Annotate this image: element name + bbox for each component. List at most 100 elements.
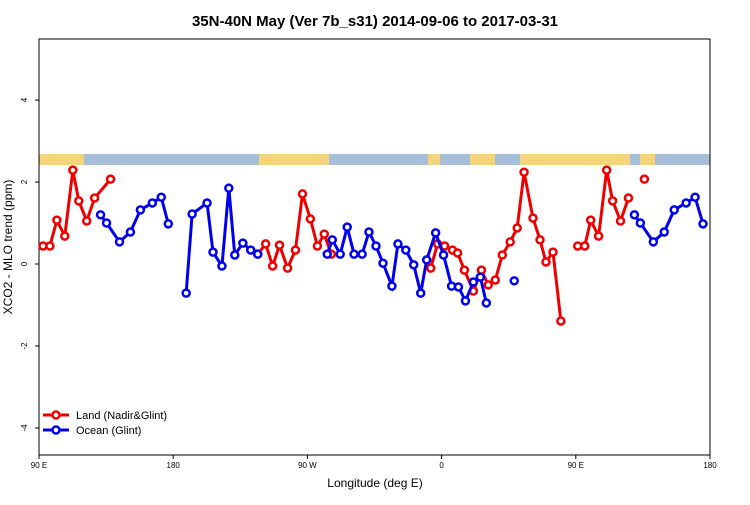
point [125,227,136,237]
point [415,288,426,298]
legend-label: Land (Nadir&Glint) [76,410,167,422]
point [497,250,508,260]
x-tick-label: 90 W [298,461,317,470]
point [408,260,419,270]
x-tick-label: 90 E [568,461,584,470]
point [114,237,125,247]
point [452,248,463,258]
point [252,249,263,259]
x-tick-label: 90 E [31,461,47,470]
point [224,183,234,193]
point [483,280,494,290]
point [156,192,167,202]
point [681,198,691,208]
point [460,296,471,306]
point [312,241,323,251]
point [639,174,650,184]
point [505,237,515,247]
point [74,196,84,206]
point [378,258,388,268]
point [274,240,285,250]
point [623,193,634,203]
y-tick-label: -2 [20,342,29,350]
point [468,277,479,287]
point [512,223,522,233]
point [519,167,529,177]
point [541,257,551,267]
point [290,245,301,255]
point [282,263,293,273]
point [481,298,492,308]
point [387,281,397,291]
point [45,241,55,251]
y-tick-label: 0 [20,261,29,266]
point [101,218,112,228]
point [208,247,218,257]
land-ocean-strip [39,154,710,165]
point [230,250,240,260]
point [535,235,545,245]
point [669,205,679,215]
point [607,196,618,206]
y-axis-label: XCO2 - MLO trend (ppm) [1,180,15,315]
point [267,261,278,271]
point [349,249,359,259]
point [425,263,436,273]
point [438,250,449,260]
point [105,174,116,184]
point [297,189,308,199]
point [60,231,70,241]
point [393,239,403,249]
point [342,222,352,232]
point [490,275,501,285]
point [319,229,329,239]
point [335,249,345,259]
point [585,215,596,225]
point [475,272,486,282]
x-axis-label: Longitude (deg E) [327,476,422,490]
point [364,227,374,237]
point [147,198,158,208]
point [509,276,519,286]
point [421,255,432,265]
point [217,261,227,271]
point [629,210,640,220]
point [81,216,92,226]
point [322,249,332,259]
point [459,265,470,275]
point [601,165,612,175]
x-tick-label: 0 [439,461,444,470]
legend-label: Ocean (Glint) [76,425,141,437]
legend-marker [51,410,61,420]
point [648,237,659,247]
point [659,227,669,237]
y-tick-label: -4 [20,424,29,432]
chart-title: 35N-40N May (Ver 7b_s31) 2014-09-06 to 2… [192,13,558,30]
point [327,235,338,245]
point [593,231,604,241]
point [371,241,381,251]
point [528,213,538,223]
point [68,165,78,175]
point [305,214,316,224]
point [202,198,212,208]
point [238,238,248,248]
point [163,219,174,229]
point [187,209,197,219]
point [260,239,271,249]
point [690,192,700,202]
y-tick-label: 2 [20,179,29,184]
y-tick-label: 4 [20,97,29,102]
point [181,288,191,298]
point [95,210,106,220]
point [548,247,558,257]
point [556,316,566,326]
legend-marker [51,425,61,435]
point [698,219,708,229]
point [89,193,100,203]
point [401,245,411,255]
point [135,205,146,215]
x-tick-label: 180 [167,461,181,470]
point [52,215,62,225]
